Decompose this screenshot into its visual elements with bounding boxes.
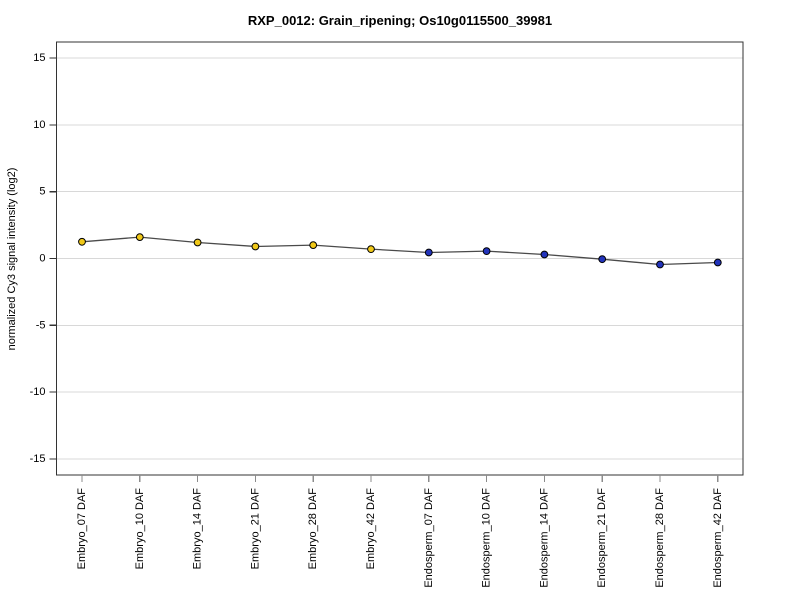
y-tick-label: 10	[33, 119, 45, 131]
x-tick-label: Endosperm_28 DAF	[654, 488, 666, 588]
data-point-endosperm	[713, 258, 722, 267]
data-point-endosperm	[424, 248, 433, 257]
x-tick-label: Embryo_42 DAF	[365, 488, 377, 570]
x-tick-label: Embryo_28 DAF	[307, 488, 319, 570]
x-tick-label: Endosperm_14 DAF	[538, 488, 550, 588]
data-point-embryo	[367, 245, 375, 254]
x-tick-label: Embryo_14 DAF	[192, 488, 204, 570]
y-tick-label: -15	[30, 453, 46, 465]
y-axis-layer: -15 -10 -5 0 5 10 15	[30, 52, 57, 465]
y-tick-label: 5	[39, 186, 45, 198]
series-line	[81, 236, 718, 266]
x-tick-label: Endosperm_07 DAF	[423, 488, 435, 588]
x-tick-label: Endosperm_21 DAF	[596, 488, 608, 588]
data-point-embryo	[193, 238, 202, 247]
x-tick-label: Embryo_21 DAF	[249, 488, 261, 570]
data-point-embryo	[251, 242, 260, 251]
y-tick-label: -5	[36, 319, 46, 331]
x-tick-label: Endosperm_42 DAF	[712, 488, 724, 588]
data-series-layer	[78, 233, 722, 269]
y-tick-label: 15	[33, 52, 45, 64]
data-point-embryo	[78, 237, 86, 246]
chart-title: RXP_0012: Grain_ripening; Os10g0115500_3…	[247, 13, 553, 28]
data-point-endosperm	[598, 255, 607, 264]
data-point-embryo	[135, 233, 144, 242]
x-tick-label: Endosperm_10 DAF	[481, 488, 493, 588]
data-point-endosperm	[540, 250, 549, 259]
y-tick-label: -10	[30, 386, 46, 398]
data-point-endosperm	[482, 247, 491, 256]
data-point-endosperm	[656, 260, 664, 269]
gridlines-layer	[56, 57, 743, 460]
y-tick-label: 0	[39, 253, 45, 265]
data-point-embryo	[309, 241, 318, 250]
x-tick-label: Embryo_10 DAF	[134, 488, 146, 570]
x-axis-layer: Embryo_07 DAF Embryo_10 DAF Embryo_14 DAF E…	[76, 475, 724, 588]
x-tick-label: Embryo_07 DAF	[76, 488, 88, 570]
